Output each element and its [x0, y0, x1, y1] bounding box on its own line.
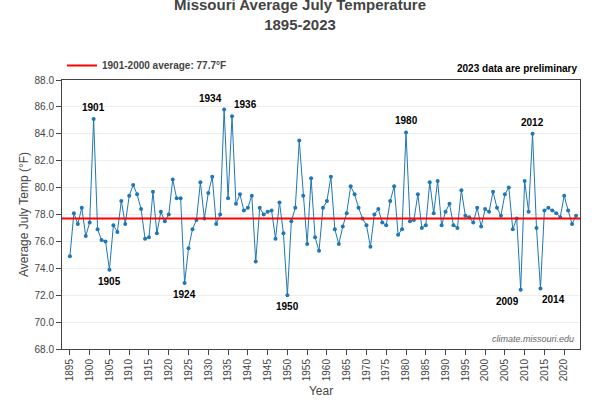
svg-text:1960: 1960 — [321, 359, 332, 382]
svg-text:1975: 1975 — [380, 359, 391, 382]
svg-text:2000: 2000 — [479, 359, 490, 382]
svg-text:84.0: 84.0 — [35, 128, 55, 139]
svg-text:1924: 1924 — [173, 289, 196, 300]
svg-text:1985: 1985 — [420, 359, 431, 382]
svg-text:1980: 1980 — [395, 115, 418, 126]
svg-text:1935: 1935 — [222, 359, 233, 382]
svg-text:2012: 2012 — [521, 117, 544, 128]
svg-text:1945: 1945 — [262, 359, 273, 382]
svg-text:2020: 2020 — [558, 359, 569, 382]
svg-text:Year: Year — [309, 384, 333, 398]
svg-text:1955: 1955 — [301, 359, 312, 382]
svg-text:72.0: 72.0 — [35, 290, 55, 301]
svg-text:1936: 1936 — [234, 99, 257, 110]
svg-text:78.0: 78.0 — [35, 209, 55, 220]
svg-text:80.0: 80.0 — [35, 182, 55, 193]
svg-text:2010: 2010 — [519, 359, 530, 382]
svg-text:1920: 1920 — [163, 359, 174, 382]
svg-text:1925: 1925 — [183, 359, 194, 382]
svg-text:1950: 1950 — [282, 359, 293, 382]
svg-text:1905: 1905 — [98, 276, 121, 287]
svg-text:1995: 1995 — [460, 359, 471, 382]
svg-text:1905: 1905 — [104, 359, 115, 382]
svg-text:1901: 1901 — [82, 102, 105, 113]
svg-text:2015: 2015 — [539, 359, 550, 382]
svg-text:1900: 1900 — [84, 359, 95, 382]
svg-text:1901-2000 average: 77.7°F: 1901-2000 average: 77.7°F — [102, 60, 226, 71]
svg-text:76.0: 76.0 — [35, 236, 55, 247]
svg-text:2005: 2005 — [499, 359, 510, 382]
svg-text:1950: 1950 — [276, 301, 299, 312]
svg-text:1965: 1965 — [341, 359, 352, 382]
svg-text:Average July Temp (°F): Average July Temp (°F) — [17, 152, 31, 277]
svg-text:88.0: 88.0 — [35, 75, 55, 86]
svg-text:86.0: 86.0 — [35, 101, 55, 112]
svg-text:1915: 1915 — [143, 359, 154, 382]
svg-text:1930: 1930 — [203, 359, 214, 382]
svg-text:1910: 1910 — [123, 359, 134, 382]
svg-text:2023 data are preliminary: 2023 data are preliminary — [457, 63, 578, 74]
svg-text:1980: 1980 — [400, 359, 411, 382]
svg-text:82.0: 82.0 — [35, 155, 55, 166]
svg-text:2009: 2009 — [496, 296, 519, 307]
svg-text:1934: 1934 — [199, 93, 222, 104]
svg-text:74.0: 74.0 — [35, 263, 55, 274]
svg-text:1895: 1895 — [64, 359, 75, 382]
svg-text:climate.missouri.edu: climate.missouri.edu — [492, 334, 574, 344]
svg-text:1990: 1990 — [440, 359, 451, 382]
svg-text:68.0: 68.0 — [35, 344, 55, 355]
svg-text:2014: 2014 — [542, 294, 565, 305]
svg-text:70.0: 70.0 — [35, 317, 55, 328]
svg-text:Missouri Average July Temperat: Missouri Average July Temperature1895-20… — [174, 0, 426, 33]
svg-text:1970: 1970 — [361, 359, 372, 382]
svg-text:1940: 1940 — [242, 359, 253, 382]
